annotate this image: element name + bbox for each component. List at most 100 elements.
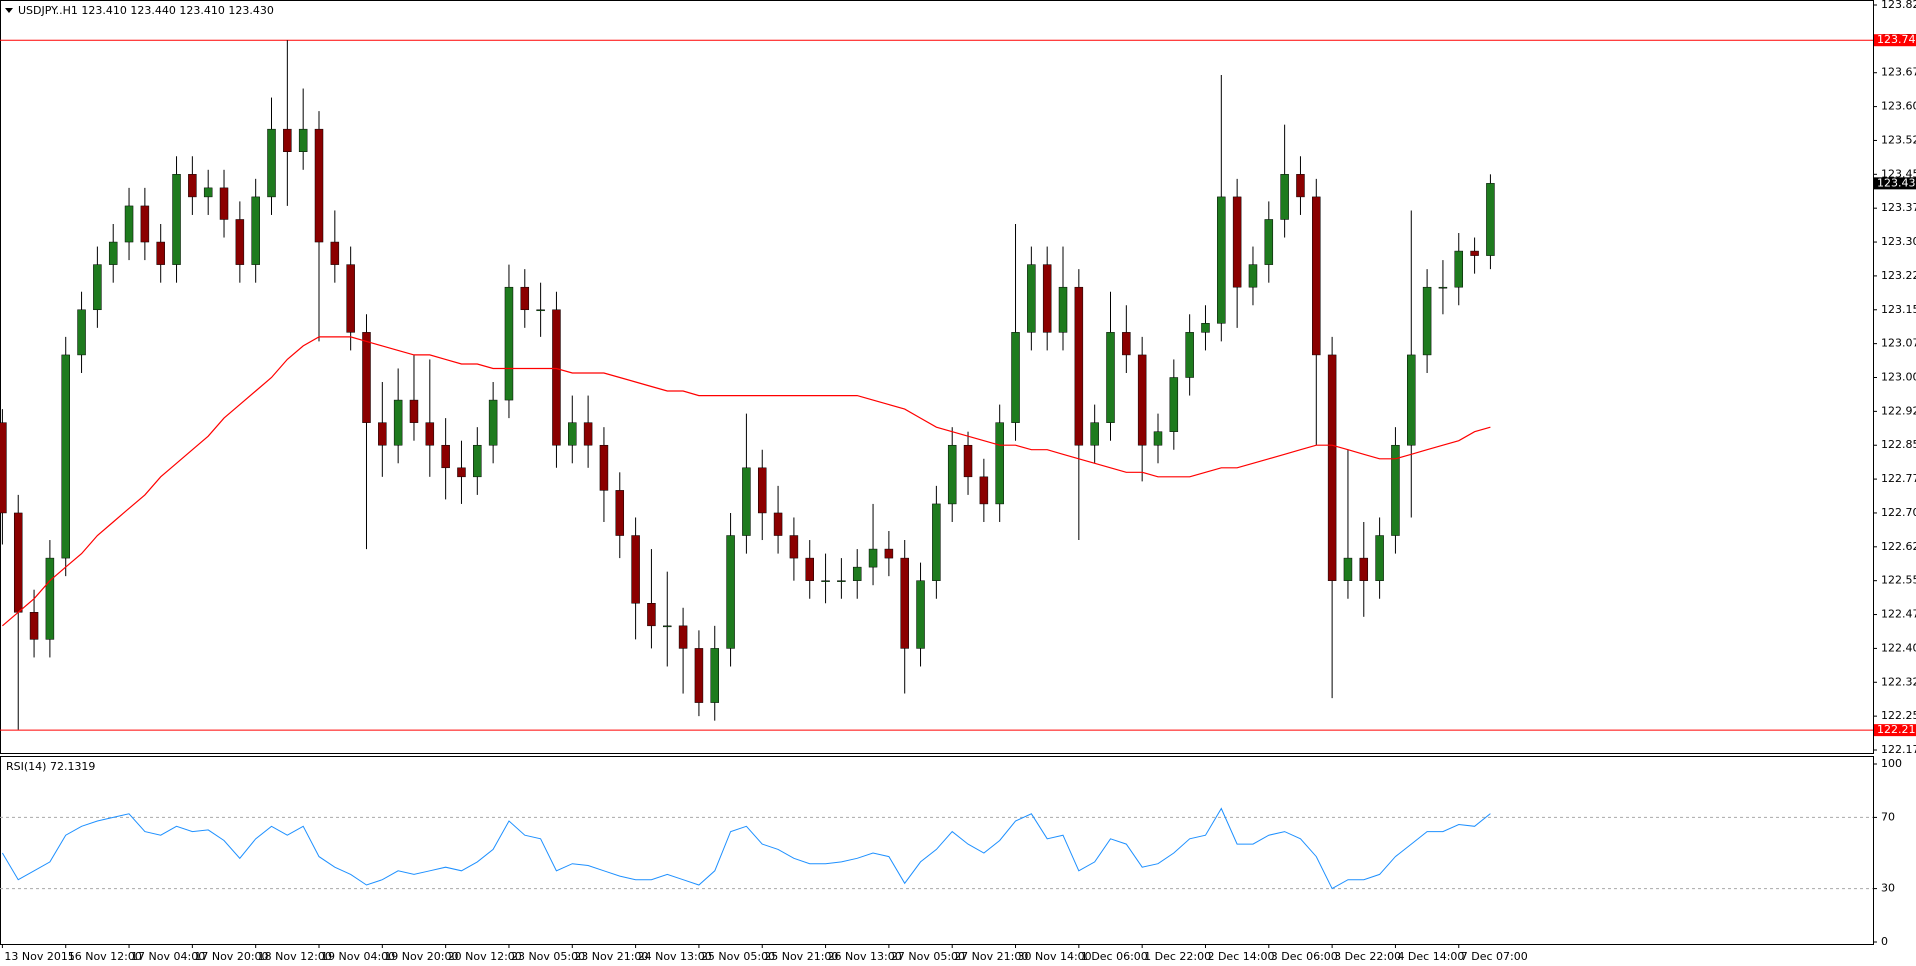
candle-body: [156, 241, 165, 265]
price-level-tag: [1874, 724, 1916, 737]
x-tick-label: 23 Nov 21:00: [574, 950, 648, 963]
candle-body: [1248, 264, 1258, 288]
candle-body: [852, 566, 862, 581]
candle-body: [1438, 286, 1448, 289]
x-tick-label: 1 Dec 06:00: [1081, 950, 1148, 963]
y-tick-label: 122.325: [1881, 675, 1916, 688]
candle-body: [963, 444, 973, 478]
candle-body: [1296, 174, 1305, 198]
candle-body: [868, 548, 878, 568]
candle-body: [631, 535, 640, 604]
y-tick-label: 122.475: [1881, 608, 1916, 621]
x-tick-label: 17 Nov 04:00: [131, 950, 205, 963]
candle-body: [1169, 377, 1179, 432]
x-tick-label: 19 Nov 04:00: [321, 950, 395, 963]
candle-body: [678, 625, 688, 649]
candle-body: [932, 503, 941, 581]
price-level-label: 123.747: [1877, 33, 1916, 46]
candle-body: [1407, 354, 1416, 446]
candle-body: [267, 128, 276, 198]
candle-body: [1042, 264, 1052, 333]
candle-body: [1327, 354, 1337, 581]
price-level-label: 122.219: [1877, 723, 1916, 736]
candle-body: [298, 128, 308, 152]
x-tick-label: 16 Nov 12:00: [68, 950, 142, 963]
candle-body: [1312, 196, 1321, 356]
candle-body: [283, 128, 292, 152]
candle-body: [1027, 264, 1036, 333]
candle-body: [1343, 557, 1353, 581]
rsi-panel: [0, 756, 1874, 945]
candle-body: [742, 467, 751, 536]
candle-body: [583, 422, 593, 446]
candle-body: [330, 241, 340, 265]
main-panel: [0, 0, 1874, 754]
y-tick-label: 123.225: [1881, 269, 1916, 282]
candle-body: [314, 128, 324, 243]
candle-body: [805, 557, 814, 581]
menu-arrow[interactable]: [5, 8, 13, 13]
last-price-label: 123.430: [1877, 176, 1916, 189]
candle-body: [979, 476, 989, 505]
candle-body: [441, 444, 450, 469]
candle-body: [1122, 332, 1131, 356]
candle-body: [1359, 557, 1369, 581]
price-level-tag: [1874, 34, 1916, 47]
x-tick-label: 18 Nov 12:00: [258, 950, 332, 963]
candle-body: [1391, 444, 1400, 536]
candle-body: [647, 603, 656, 627]
x-tick-label: 19 Nov 20:00: [384, 950, 458, 963]
candle-body: [124, 205, 134, 243]
candle-body: [203, 187, 213, 198]
candle-body: [251, 196, 260, 265]
candle-body: [1074, 286, 1084, 446]
x-tick-label: 7 Dec 07:00: [1461, 950, 1528, 963]
candle-body: [995, 422, 1004, 505]
x-tick-label: 1 Dec 22:00: [1144, 950, 1211, 963]
y-tick-label: 123.150: [1881, 303, 1916, 316]
candle-body: [1470, 250, 1479, 256]
candle-body: [235, 219, 245, 265]
last-price-tag: [1874, 177, 1916, 190]
candle-body: [0, 422, 7, 514]
y-tick-label: 122.400: [1881, 641, 1916, 654]
candle-body: [1217, 196, 1226, 324]
candle-body: [378, 422, 387, 446]
x-tick-label: 2 Dec 14:00: [1207, 950, 1274, 963]
candle-body: [789, 535, 799, 559]
candle-body: [362, 332, 371, 423]
x-tick-label: 4 Dec 14:00: [1397, 950, 1464, 963]
candle-body: [536, 309, 545, 312]
candle-body: [947, 444, 957, 505]
candle-body: [1153, 431, 1163, 446]
candle-body: [599, 444, 609, 491]
x-tick-label: 25 Nov 21:00: [764, 950, 838, 963]
candle-body: [29, 612, 39, 640]
candle-body: [13, 512, 23, 613]
candle-body: [552, 309, 561, 446]
x-tick-label: 17 Nov 20:00: [194, 950, 268, 963]
candle-body: [1137, 354, 1147, 446]
y-tick-label: 122.550: [1881, 574, 1916, 587]
x-tick-label: 30 Nov 14:00: [1018, 950, 1092, 963]
y-tick-label: 123.675: [1881, 66, 1916, 79]
candle-body: [473, 444, 482, 478]
candle-body: [568, 422, 577, 446]
rsi-y-tick-label: 30: [1881, 882, 1895, 895]
candle-body: [1486, 183, 1495, 256]
y-tick-label: 123.825: [1881, 0, 1916, 11]
y-tick-label: 123.450: [1881, 167, 1916, 180]
rsi-label: RSI(14) 72.1319: [6, 760, 95, 773]
candle-body: [1375, 535, 1384, 581]
y-tick-label: 123.000: [1881, 371, 1916, 384]
x-tick-label: 3 Dec 06:00: [1271, 950, 1338, 963]
candle-body: [773, 512, 783, 536]
y-tick-label: 122.925: [1881, 404, 1916, 417]
y-tick-label: 122.700: [1881, 506, 1916, 519]
candle-body: [726, 535, 735, 649]
candle-body: [1264, 219, 1274, 265]
candle-body: [61, 354, 70, 559]
y-tick-label: 122.775: [1881, 472, 1916, 485]
x-tick-label: 20 Nov 12:00: [448, 950, 522, 963]
candle-body: [1232, 196, 1242, 288]
